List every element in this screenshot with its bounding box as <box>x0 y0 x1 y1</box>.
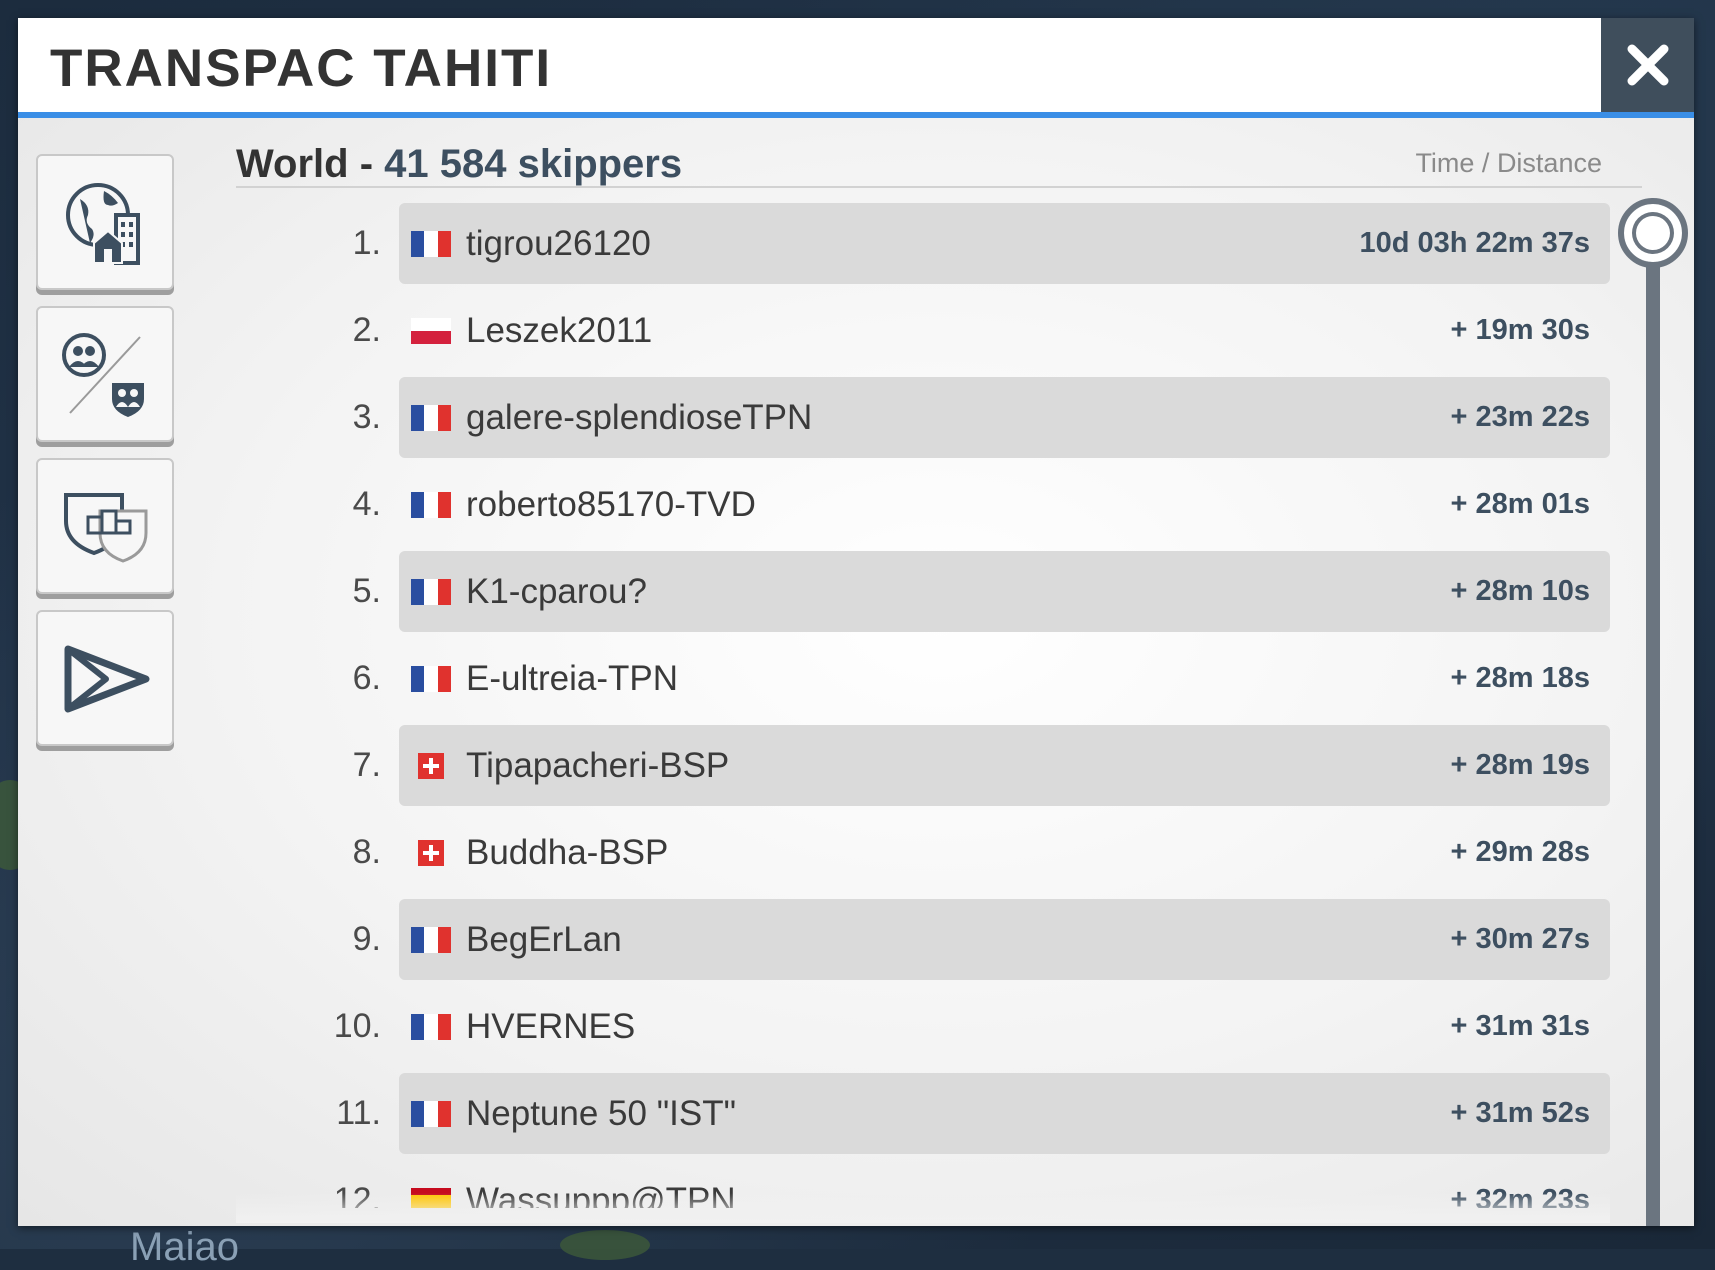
skipper-time: + 19m 30s <box>1450 314 1590 346</box>
modal-header: TRANSPAC TAHITI <box>18 18 1601 112</box>
close-icon <box>1627 44 1668 86</box>
skipper-time: + 30m 27s <box>1450 923 1590 955</box>
ranking-header: World - 41 584 skippers Time / Distance <box>236 130 1642 188</box>
row-rank: 3. <box>352 398 381 436</box>
flag-ch-icon <box>418 840 444 866</box>
row-rank: 10. <box>333 1007 381 1045</box>
skipper-name: HVERNES <box>466 1007 636 1046</box>
skipper-time: + 31m 52s <box>1450 1097 1590 1129</box>
ranking-row[interactable]: 1. tigrou26120 10d 03h 22m 37s <box>236 203 1610 284</box>
row-rank: 11. <box>336 1094 381 1132</box>
row-background <box>399 377 1610 458</box>
ranking-row[interactable]: 3. galere-splendioseTPN + 23m 22s <box>236 377 1610 458</box>
ranking-list[interactable]: 1. tigrou26120 10d 03h 22m 37s 2. Leszek2011… <box>236 203 1610 1208</box>
modal-title: TRANSPAC TAHITI <box>50 39 553 98</box>
skipper-name: BegErLan <box>466 920 622 959</box>
flag-pl-icon <box>411 318 451 344</box>
ranking-row[interactable]: 8. Buddha-BSP + 29m 28s <box>236 812 1610 893</box>
skipper-time: 10d 03h 22m 37s <box>1359 227 1590 259</box>
flag-fr-icon <box>411 492 451 518</box>
flag-fr-icon <box>411 1101 451 1127</box>
skipper-time: + 28m 01s <box>1450 488 1590 520</box>
row-rank: 1. <box>352 224 381 262</box>
row-background <box>399 1073 1610 1154</box>
row-rank: 7. <box>352 746 381 784</box>
pennant-flag-icon <box>64 645 150 713</box>
group-team-icon <box>62 333 144 417</box>
skipper-time: + 28m 19s <box>1450 749 1590 781</box>
ranking-title: World - 41 584 skippers <box>236 142 682 187</box>
podium-shield-icon <box>64 493 148 563</box>
skipper-name: Buddha-BSP <box>466 833 669 872</box>
ranking-row[interactable]: 5. K1-cparou? + 28m 10s <box>236 551 1610 632</box>
map-island <box>560 1230 650 1260</box>
leaderboard-modal: TRANSPAC TAHITI <box>18 18 1694 1226</box>
skipper-time: + 29m 28s <box>1450 836 1590 868</box>
sidebar-friends-team-button[interactable] <box>36 306 174 442</box>
skipper-name: galere-splendioseTPN <box>466 398 813 437</box>
ranking-row[interactable]: 11. Neptune 50 "IST" + 31m 52s <box>236 1073 1610 1154</box>
flag-ch-icon <box>418 753 444 779</box>
flag-fr-icon <box>411 231 451 257</box>
row-rank: 2. <box>352 311 381 349</box>
row-rank: 9. <box>352 920 381 958</box>
sidebar-podium-button[interactable] <box>36 458 174 594</box>
row-background <box>399 551 1610 632</box>
skipper-count: 41 584 skippers <box>384 142 683 186</box>
sidebar-world-button[interactable] <box>36 154 174 290</box>
map-label: Maiao <box>130 1225 239 1269</box>
scrollbar-thumb[interactable] <box>1618 198 1688 268</box>
skipper-time: + 28m 10s <box>1450 575 1590 607</box>
ranking-row[interactable]: 7. Tipapacheri-BSP + 28m 19s <box>236 725 1610 806</box>
row-rank: 6. <box>352 659 381 697</box>
row-background <box>399 203 1610 284</box>
list-bottom-fade <box>236 1193 1610 1223</box>
ranking-row[interactable]: 4. roberto85170-TVD + 28m 01s <box>236 464 1610 545</box>
flag-fr-icon <box>411 666 451 692</box>
row-rank: 5. <box>352 572 381 610</box>
ranking-row[interactable]: 2. Leszek2011 + 19m 30s <box>236 290 1610 371</box>
row-rank: 4. <box>352 485 381 523</box>
ranking-scope: World - <box>236 142 385 186</box>
skipper-name: K1-cparou? <box>466 572 647 611</box>
globe-city-icon <box>66 183 140 265</box>
flag-fr-icon <box>411 579 451 605</box>
ranking-row[interactable]: 9. BegErLan + 30m 27s <box>236 899 1610 980</box>
skipper-name: Tipapacheri-BSP <box>466 746 730 785</box>
row-rank: 8. <box>352 833 381 871</box>
sort-mode-toggle[interactable]: Time / Distance <box>1415 148 1602 178</box>
sidebar-flag-button[interactable] <box>36 610 174 746</box>
skipper-name: roberto85170-TVD <box>466 485 756 524</box>
flag-fr-icon <box>411 1014 451 1040</box>
flag-fr-icon <box>411 405 451 431</box>
skipper-time: + 28m 18s <box>1450 662 1590 694</box>
ranking-row[interactable]: 10. HVERNES + 31m 31s <box>236 986 1610 1067</box>
close-button[interactable] <box>1601 18 1694 112</box>
skipper-name: E-ultreia-TPN <box>466 659 678 698</box>
row-background <box>399 725 1610 806</box>
skipper-time: + 23m 22s <box>1450 401 1590 433</box>
modal-body: World - 41 584 skippers Time / Distance … <box>18 118 1694 1226</box>
flag-fr-icon <box>411 927 451 953</box>
scrollbar-track[interactable] <box>1646 228 1660 1226</box>
skipper-time: + 31m 31s <box>1450 1010 1590 1042</box>
row-background <box>399 899 1610 980</box>
skipper-name: Neptune 50 "IST" <box>466 1094 737 1133</box>
ranking-row[interactable]: 6. E-ultreia-TPN + 28m 18s <box>236 638 1610 719</box>
skipper-name: Leszek2011 <box>466 311 653 350</box>
skipper-name: tigrou26120 <box>466 224 651 263</box>
header-accent-line <box>18 112 1694 118</box>
